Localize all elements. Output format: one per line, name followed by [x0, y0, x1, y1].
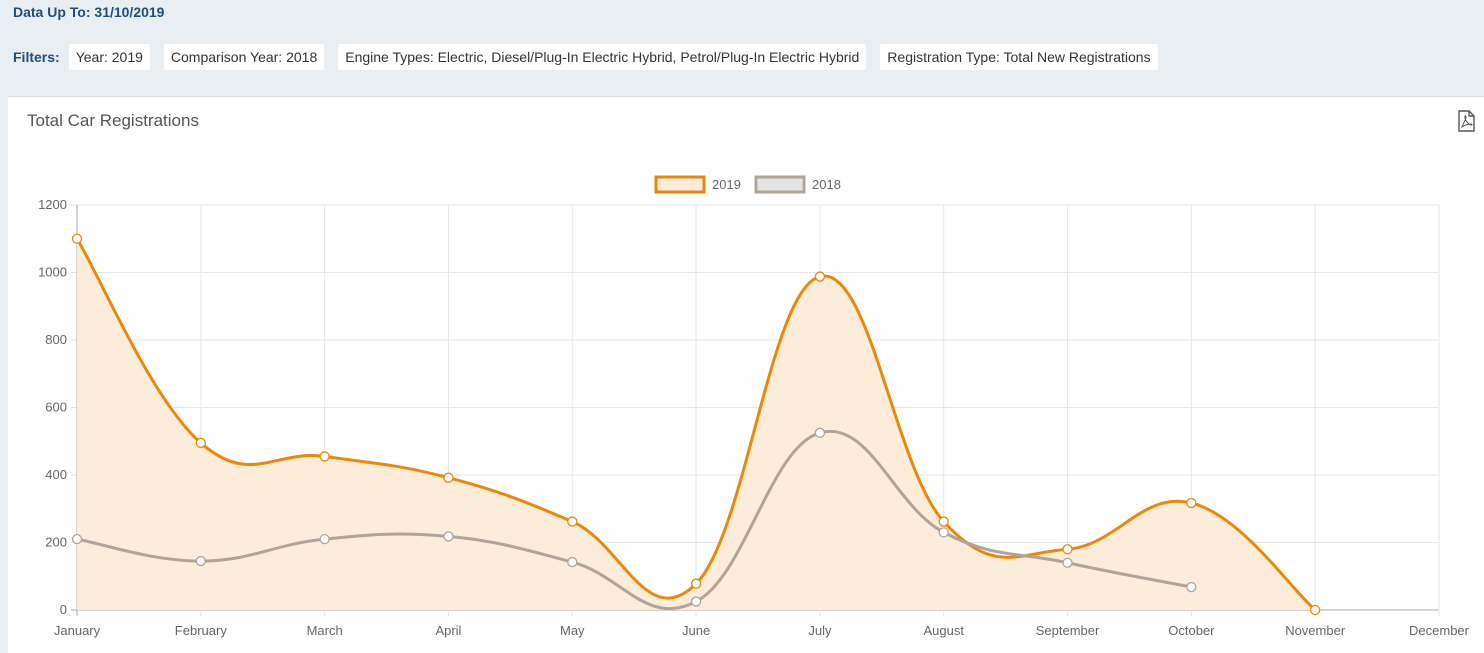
point-2019	[567, 516, 578, 527]
pdf-icon[interactable]	[1457, 110, 1475, 132]
x-tick-label: August	[923, 623, 964, 638]
x-tick-label: February	[175, 623, 228, 638]
y-tick-label: 1200	[38, 197, 67, 212]
filter-chip-year[interactable]: Year: 2019	[68, 44, 150, 70]
filter-chip-registration-type[interactable]: Registration Type: Total New Registratio…	[880, 44, 1158, 70]
point-2019	[71, 233, 83, 244]
chart-title: Total Car Registrations	[27, 111, 199, 130]
point-2018	[814, 427, 826, 438]
y-tick-label: 800	[45, 332, 67, 347]
y-tick-label: 0	[60, 602, 67, 617]
point-2018	[567, 556, 578, 568]
x-tick-label: June	[682, 623, 710, 638]
line-chart: 0 200 400 600 800 1000 1200 January February Marc…	[38, 175, 1470, 638]
point-2019	[443, 472, 454, 483]
legend-swatch-2018	[754, 175, 806, 194]
y-tick-label: 600	[45, 400, 67, 415]
x-tick-label: January	[54, 623, 101, 638]
point-2018	[443, 531, 454, 542]
point-2019	[1186, 497, 1197, 509]
point-2019	[1062, 544, 1073, 555]
point-2019	[814, 271, 826, 282]
legend-label-2018: 2018	[812, 177, 841, 192]
line-2019	[75, 237, 1317, 612]
y-tick-label: 400	[45, 467, 67, 482]
x-tick-label: October	[1168, 623, 1215, 638]
point-2019	[195, 437, 206, 449]
point-2019	[1310, 604, 1321, 616]
x-tick-label: December	[1409, 623, 1470, 638]
point-2018	[71, 533, 83, 545]
filters-label: Filters:	[13, 49, 60, 65]
point-2019	[319, 451, 330, 462]
x-tick-label: May	[560, 623, 585, 638]
point-2019	[690, 578, 702, 589]
filter-chip-comparison-year[interactable]: Comparison Year: 2018	[163, 44, 325, 70]
point-2019	[938, 516, 949, 527]
filter-chip-engine-types[interactable]: Engine Types: Electric, Diesel/Plug-In E…	[338, 44, 867, 70]
x-tick-label: November	[1285, 623, 1346, 638]
point-2018	[319, 533, 330, 545]
y-tick-label: 1000	[38, 265, 67, 280]
series-areas	[77, 238, 1316, 610]
axis-labels: 0 200 400 600 800 1000 1200 January February Marc…	[38, 197, 1470, 638]
series-lines	[75, 237, 1317, 612]
x-tick-label: July	[808, 623, 832, 638]
filters-bar: Filters: Year: 2019 Comparison Year: 201…	[13, 44, 1172, 70]
legend: 2019 2018	[654, 175, 841, 194]
legend-label-2019: 2019	[712, 177, 741, 192]
series-points	[71, 233, 1321, 616]
x-tick-label: March	[307, 623, 343, 638]
data-up-to-label: Data Up To: 31/10/2019	[13, 4, 165, 20]
legend-swatch-2019	[654, 175, 706, 194]
x-tick-label: September	[1036, 623, 1100, 638]
point-2018	[1062, 557, 1073, 568]
area-2019	[77, 238, 1316, 610]
point-2018	[690, 596, 702, 607]
point-2018	[1186, 581, 1197, 593]
point-2018	[195, 555, 206, 567]
point-2018	[938, 527, 949, 538]
line-2018	[76, 429, 1192, 610]
y-tick-label: 200	[45, 535, 67, 550]
chart-panel: Total Car Registrations 0 200 400 600 800 100…	[8, 96, 1484, 653]
x-tick-label: April	[435, 623, 461, 638]
